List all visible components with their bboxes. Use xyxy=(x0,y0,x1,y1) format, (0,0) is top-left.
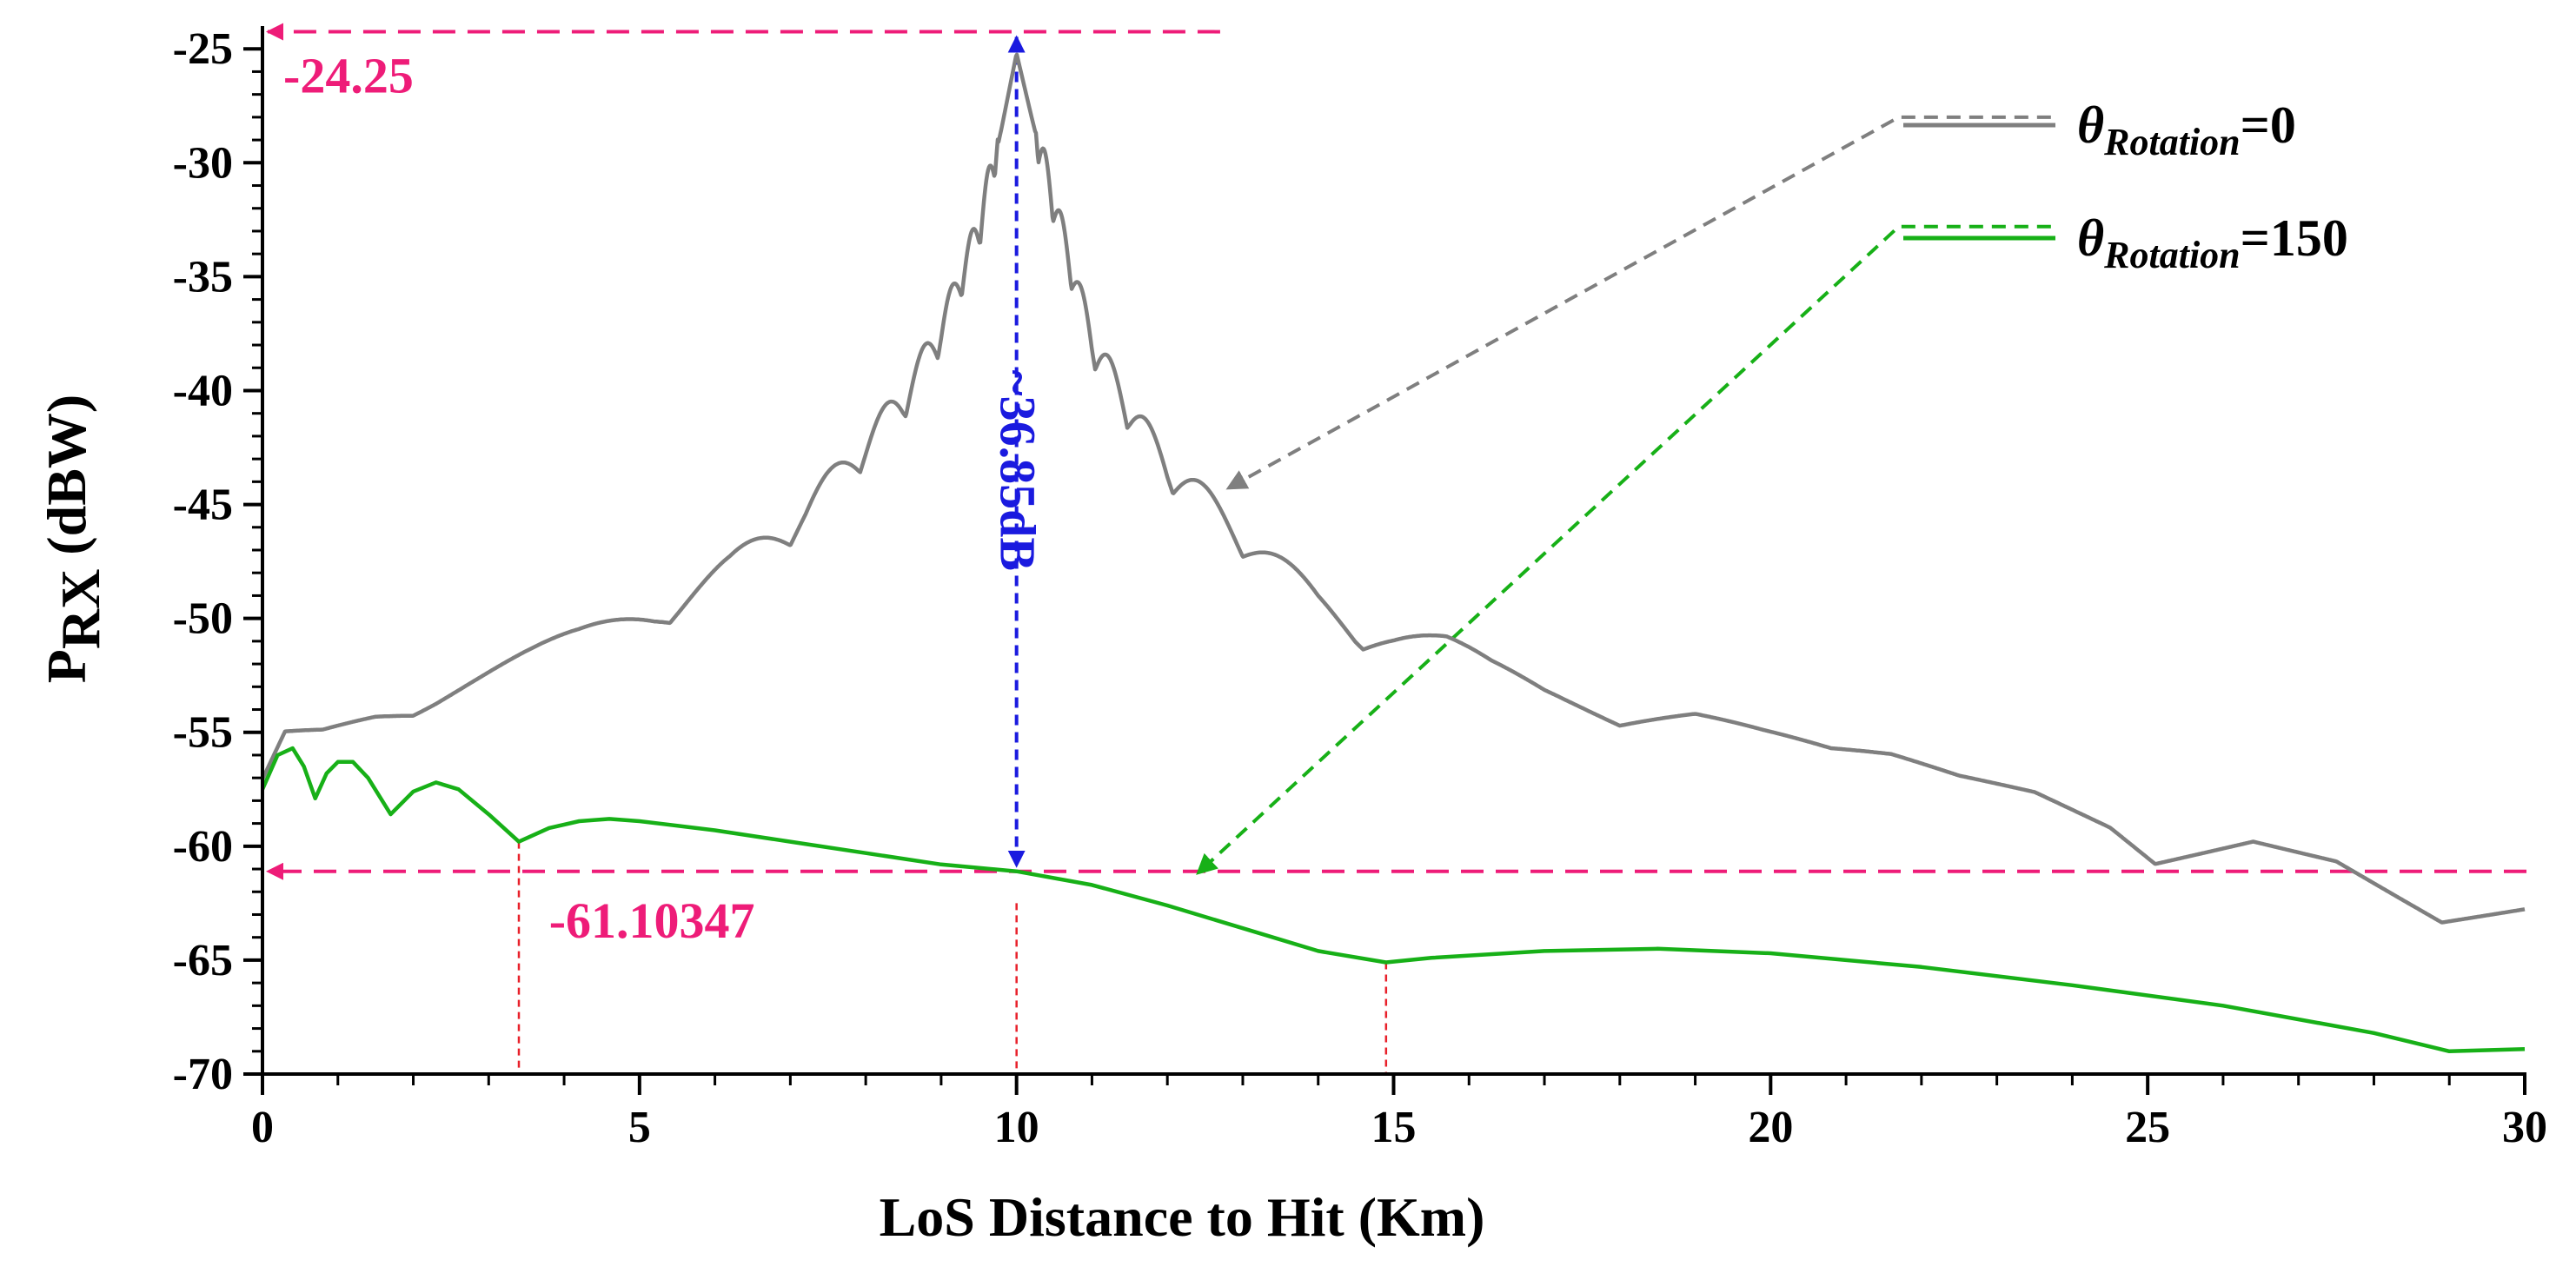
annotation-labels: -24.25 -61.10347 ~36.85dB xyxy=(283,48,1046,949)
x-axis-title: LoS Distance to Hit (Km) xyxy=(880,1186,1485,1248)
legend-item-rotation-150: θRotation=150 xyxy=(1903,209,2348,276)
pointer-arrow-rotation-150 xyxy=(1196,224,2051,875)
y-axis-title-main: P xyxy=(36,649,97,683)
y-tick-label: -60 xyxy=(173,822,233,872)
x-axis-ticks: 0 5 10 15 20 25 30 xyxy=(251,1074,2547,1152)
x-tick-label: 30 xyxy=(2502,1103,2547,1152)
x-tick-label: 0 xyxy=(251,1103,274,1152)
difference-label: ~36.85dB xyxy=(990,369,1046,571)
max-value-label: -24.25 xyxy=(283,48,414,104)
y-axis-title-subscript: RX xyxy=(50,569,111,649)
y-tick-label: -25 xyxy=(173,24,233,74)
legend: θRotation=0 θRotation=150 xyxy=(1903,96,2348,276)
y-tick-label: -50 xyxy=(173,594,233,644)
y-tick-label: -65 xyxy=(173,936,233,985)
pointer-arrow-rotation-0 xyxy=(1225,115,2051,490)
x-tick-label: 5 xyxy=(628,1103,651,1152)
y-axis-ticks: -25 -30 -35 -40 -45 -50 -55 -60 -65 -70 xyxy=(173,24,262,1099)
x-tick-label: 15 xyxy=(1371,1103,1417,1152)
x-tick-label: 25 xyxy=(2125,1103,2170,1152)
plot-series xyxy=(260,52,2526,1054)
y-tick-label: -30 xyxy=(173,138,233,188)
annotation-layer xyxy=(266,23,2526,1074)
y-tick-label: -70 xyxy=(173,1050,233,1099)
series-line-rotation-150 xyxy=(260,746,2526,1054)
y-tick-label: -45 xyxy=(173,481,233,530)
series-line-rotation-0 xyxy=(260,52,2526,925)
axes: 0 5 10 15 20 25 30 -25 -30 -35 -40 -45 -50 -55 -60 -65… xyxy=(173,24,2547,1152)
y-tick-label: -40 xyxy=(173,366,233,415)
legend-label-rotation-150: θRotation=150 xyxy=(2077,209,2348,276)
y-tick-label: -35 xyxy=(173,252,233,302)
y-tick-label: -55 xyxy=(173,708,233,758)
y-axis-title: PRX (dBW) xyxy=(36,395,111,683)
x-tick-label: 10 xyxy=(994,1103,1039,1152)
min-value-label: -61.10347 xyxy=(549,892,755,949)
legend-label-rotation-0: θRotation=0 xyxy=(2077,96,2296,163)
y-axis-title-unit: (dBW) xyxy=(36,395,97,569)
x-tick-label: 20 xyxy=(1748,1103,1793,1152)
legend-item-rotation-0: θRotation=0 xyxy=(1903,96,2296,163)
